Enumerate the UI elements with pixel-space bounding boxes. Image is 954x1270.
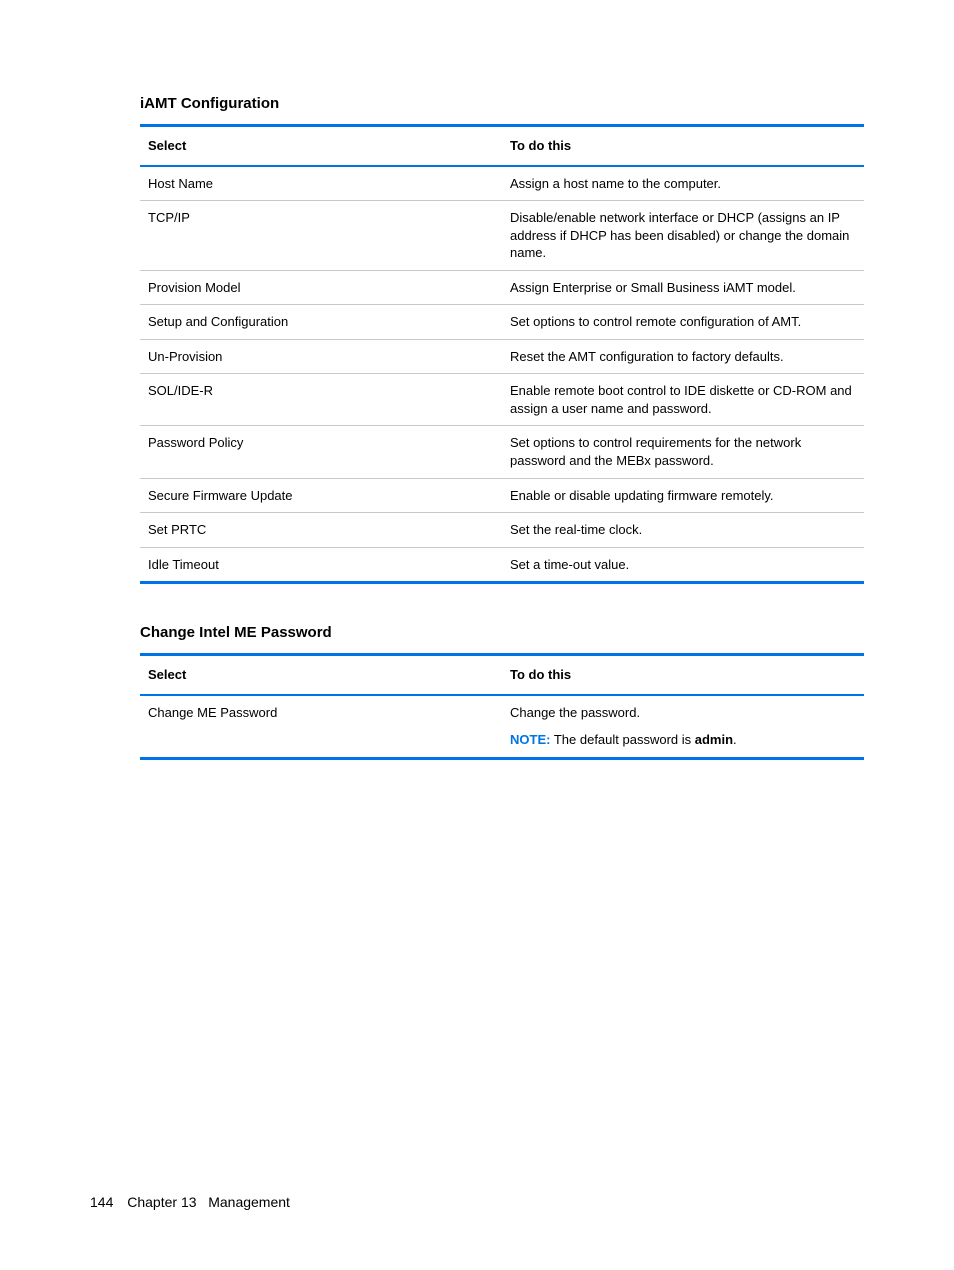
table-row: Change ME Password Change the password. … xyxy=(140,695,864,759)
table-row: Password Policy Set options to control r… xyxy=(140,426,864,478)
table-row: TCP/IP Disable/enable network interface … xyxy=(140,201,864,271)
cell-select: Password Policy xyxy=(140,426,502,478)
note-label: NOTE: xyxy=(510,732,550,747)
cell-todo: Disable/enable network interface or DHCP… xyxy=(502,201,864,271)
page-number: 144 xyxy=(90,1194,113,1210)
cell-select: Un-Provision xyxy=(140,339,502,374)
cell-select: Provision Model xyxy=(140,270,502,305)
column-header-todo: To do this xyxy=(502,126,864,166)
section-title-me-password: Change Intel ME Password xyxy=(140,624,864,641)
cell-todo: Assign a host name to the computer. xyxy=(502,166,864,201)
note-bold-value: admin xyxy=(695,732,733,747)
chapter-title: Management xyxy=(208,1194,290,1210)
table-row: Setup and Configuration Set options to c… xyxy=(140,305,864,340)
cell-todo: Assign Enterprise or Small Business iAMT… xyxy=(502,270,864,305)
table-iamt-configuration: Select To do this Host Name Assign a hos… xyxy=(140,124,864,584)
cell-select: Host Name xyxy=(140,166,502,201)
cell-todo: Set options to control remote configurat… xyxy=(502,305,864,340)
cell-select: Idle Timeout xyxy=(140,547,502,583)
cell-select: Setup and Configuration xyxy=(140,305,502,340)
cell-todo: Enable or disable updating firmware remo… xyxy=(502,478,864,513)
cell-select: Secure Firmware Update xyxy=(140,478,502,513)
cell-todo: Reset the AMT configuration to factory d… xyxy=(502,339,864,374)
cell-todo-text: Change the password. xyxy=(510,705,640,720)
cell-select: Change ME Password xyxy=(140,695,502,759)
column-header-todo: To do this xyxy=(502,655,864,695)
table-row: Secure Firmware Update Enable or disable… xyxy=(140,478,864,513)
table-header-row: Select To do this xyxy=(140,126,864,166)
table-row: SOL/IDE-R Enable remote boot control to … xyxy=(140,374,864,426)
note-line: NOTE: The default password is admin. xyxy=(510,731,856,749)
note-suffix: . xyxy=(733,732,737,747)
table-row: Set PRTC Set the real-time clock. xyxy=(140,513,864,548)
cell-todo: Change the password. NOTE: The default p… xyxy=(502,695,864,759)
cell-select: TCP/IP xyxy=(140,201,502,271)
note-prefix: The default password is xyxy=(554,732,695,747)
chapter-label: Chapter 13 xyxy=(127,1194,196,1210)
table-me-password: Select To do this Change ME Password Cha… xyxy=(140,653,864,760)
cell-select: SOL/IDE-R xyxy=(140,374,502,426)
page-footer: 144 Chapter 13 Management xyxy=(90,1194,290,1210)
cell-select: Set PRTC xyxy=(140,513,502,548)
cell-todo: Set a time-out value. xyxy=(502,547,864,583)
table-row: Un-Provision Reset the AMT configuration… xyxy=(140,339,864,374)
table-row: Host Name Assign a host name to the comp… xyxy=(140,166,864,201)
cell-todo: Set options to control requirements for … xyxy=(502,426,864,478)
table-row: Provision Model Assign Enterprise or Sma… xyxy=(140,270,864,305)
section-title-iamt: iAMT Configuration xyxy=(140,95,864,112)
cell-todo: Set the real-time clock. xyxy=(502,513,864,548)
cell-todo: Enable remote boot control to IDE disket… xyxy=(502,374,864,426)
column-header-select: Select xyxy=(140,655,502,695)
column-header-select: Select xyxy=(140,126,502,166)
table-header-row: Select To do this xyxy=(140,655,864,695)
table-row: Idle Timeout Set a time-out value. xyxy=(140,547,864,583)
